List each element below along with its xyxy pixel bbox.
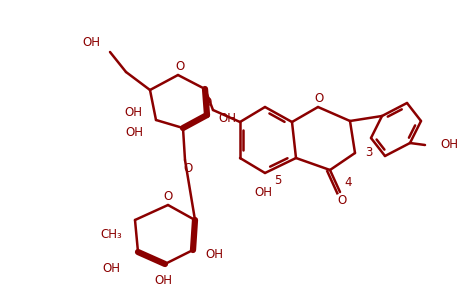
Text: O: O [183, 162, 192, 175]
Text: 4: 4 [344, 176, 352, 189]
Text: OH: OH [102, 262, 120, 275]
Text: OH: OH [82, 36, 100, 49]
Text: 5: 5 [274, 175, 282, 188]
Text: O: O [202, 97, 211, 110]
Text: OH: OH [254, 185, 272, 198]
Text: O: O [175, 60, 185, 73]
Text: O: O [164, 191, 173, 204]
Text: O: O [314, 92, 324, 104]
Text: OH: OH [218, 111, 236, 124]
Text: OH: OH [154, 274, 172, 287]
Text: OH: OH [125, 127, 143, 140]
Text: CH₃: CH₃ [100, 229, 122, 242]
Text: OH: OH [124, 107, 142, 120]
Text: OH: OH [205, 249, 223, 262]
Text: OH: OH [440, 139, 458, 152]
Text: 3: 3 [365, 146, 373, 159]
Text: O: O [337, 194, 346, 207]
